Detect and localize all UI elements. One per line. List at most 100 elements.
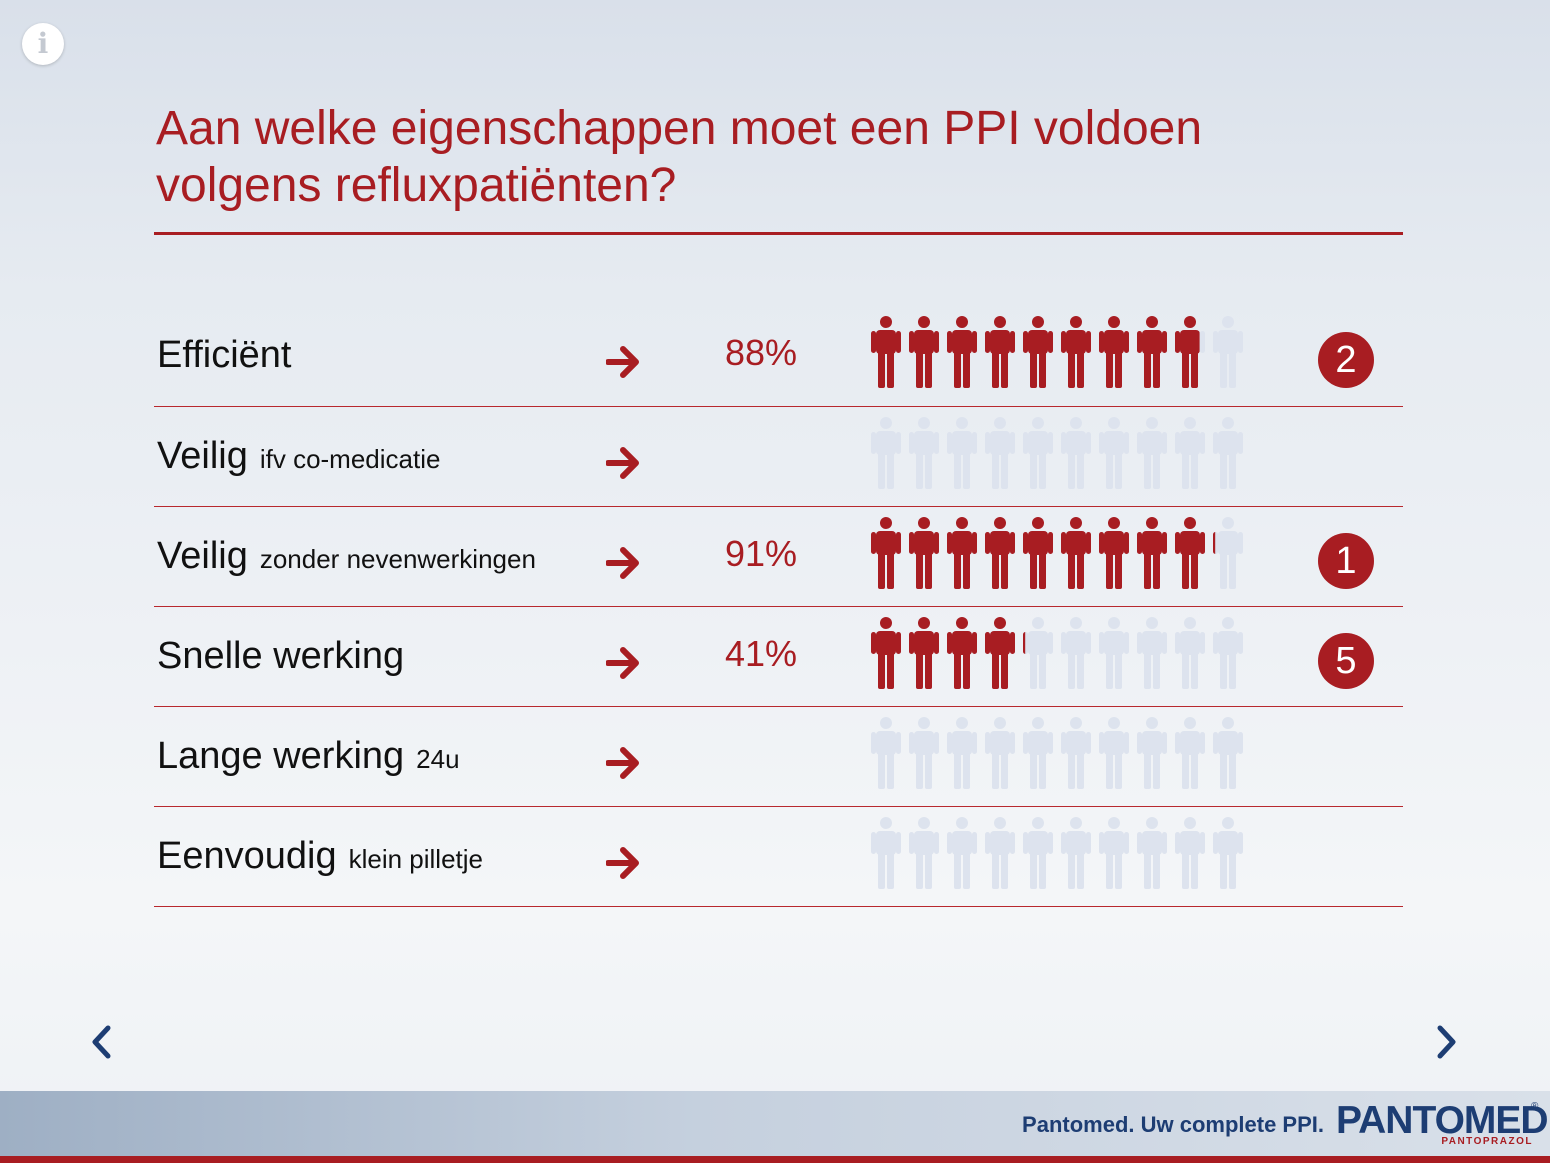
brand-registered-mark: ® <box>1531 1101 1539 1112</box>
person-icon <box>909 717 939 789</box>
brand-name: PANTOMED <box>1336 1099 1549 1142</box>
brand-logo: PANTOMED ® PANTOPRAZOL <box>1336 1099 1549 1151</box>
person-icon <box>985 417 1015 489</box>
person-icon <box>1175 617 1205 689</box>
person-icon <box>1061 517 1091 589</box>
person-icon <box>985 517 1015 589</box>
person-icon <box>1061 417 1091 489</box>
people-pictogram <box>871 817 1243 889</box>
people-pictogram <box>871 316 1243 388</box>
row-label-main: Veilig <box>157 435 248 477</box>
properties-list: Efficiënt 88% 2 Veilig ifv co-medicatie V… <box>154 306 1403 907</box>
row-label-sub: 24u <box>416 744 460 774</box>
list-item: Eenvoudig klein pilletje <box>154 807 1403 907</box>
rank-badge: 1 <box>1318 533 1374 589</box>
person-icon <box>871 517 901 589</box>
person-icon <box>985 717 1015 789</box>
page-title: Aan welke eigenschappen moet een PPI vol… <box>156 100 1396 214</box>
person-icon <box>1023 817 1053 889</box>
row-label: Lange werking 24u <box>157 735 460 778</box>
row-label-sub: klein pilletje <box>348 844 483 874</box>
person-icon <box>1099 517 1129 589</box>
person-icon <box>1023 517 1053 589</box>
people-pictogram <box>871 417 1243 489</box>
row-label-main: Snelle werking <box>157 635 405 677</box>
row-percentage: 88% <box>725 332 798 373</box>
person-icon <box>909 517 939 589</box>
person-icon <box>1213 517 1243 589</box>
person-icon <box>1137 717 1167 789</box>
row-label: Veilig ifv co-medicatie <box>157 435 440 478</box>
person-icon <box>1175 417 1205 489</box>
person-icon <box>1099 717 1129 789</box>
list-item: Veilig zonder nevenwerkingen 91% 1 <box>154 507 1403 607</box>
person-icon <box>1023 417 1053 489</box>
person-icon <box>871 717 901 789</box>
arrow-right-icon <box>606 346 639 378</box>
arrow-right-icon <box>606 747 639 779</box>
person-icon <box>1099 617 1129 689</box>
person-icon <box>1175 717 1205 789</box>
person-icon <box>871 617 901 689</box>
person-icon <box>871 417 901 489</box>
person-icon <box>909 417 939 489</box>
footer-accent-line <box>0 1156 1550 1163</box>
arrow-right-icon <box>606 547 639 579</box>
person-icon <box>1137 316 1167 388</box>
person-icon <box>909 817 939 889</box>
footer-tagline: Pantomed. Uw complete PPI. <box>1022 1112 1324 1137</box>
people-pictogram <box>871 717 1243 789</box>
chevron-right-icon[interactable] <box>1432 1022 1462 1062</box>
row-label-main: Lange werking <box>157 735 405 777</box>
list-item: Snelle werking 41% 5 <box>154 607 1403 707</box>
info-icon[interactable]: i <box>22 23 64 65</box>
person-icon <box>871 817 901 889</box>
row-label: Veilig zonder nevenwerkingen <box>157 535 536 578</box>
title-line-1: Aan welke eigenschappen moet een PPI vol… <box>156 102 1203 155</box>
arrow-right-icon <box>606 447 639 479</box>
row-label-main: Efficiënt <box>157 334 292 376</box>
title-divider <box>154 232 1403 235</box>
footer-bar: Pantomed. Uw complete PPI. PANTOMED ® PA… <box>0 1091 1550 1156</box>
person-icon <box>1213 617 1243 689</box>
row-label-sub: ifv co-medicatie <box>259 444 441 474</box>
person-icon <box>1213 316 1243 388</box>
person-icon <box>1023 717 1053 789</box>
person-icon <box>1213 417 1243 489</box>
person-icon <box>1137 817 1167 889</box>
person-icon <box>947 717 977 789</box>
row-percentage: 91% <box>725 533 798 574</box>
row-label-sub: zonder nevenwerkingen <box>259 544 536 574</box>
person-icon <box>1213 717 1243 789</box>
arrow-right-icon <box>606 647 639 679</box>
person-icon <box>1137 417 1167 489</box>
person-icon <box>1061 817 1091 889</box>
person-icon <box>985 316 1015 388</box>
person-icon <box>909 617 939 689</box>
person-icon <box>1137 517 1167 589</box>
person-icon <box>1023 316 1053 388</box>
person-icon <box>1061 717 1091 789</box>
row-percentage: 41% <box>725 633 798 674</box>
row-label: Efficiënt <box>157 334 303 377</box>
brand-subtitle: PANTOPRAZOL <box>1441 1136 1533 1147</box>
person-icon <box>1099 316 1129 388</box>
row-label-main: Eenvoudig <box>157 835 337 877</box>
person-icon <box>985 817 1015 889</box>
person-icon <box>1175 316 1205 388</box>
person-icon <box>985 617 1015 689</box>
person-icon <box>947 316 977 388</box>
person-icon <box>1061 617 1091 689</box>
row-label: Snelle werking <box>157 635 416 678</box>
person-icon <box>947 417 977 489</box>
chevron-left-icon[interactable] <box>86 1022 116 1062</box>
person-icon <box>947 617 977 689</box>
people-pictogram <box>871 517 1243 589</box>
row-label-main: Veilig <box>157 535 248 577</box>
person-icon <box>1099 417 1129 489</box>
person-icon <box>1023 617 1053 689</box>
list-item: Veilig ifv co-medicatie <box>154 407 1403 507</box>
person-icon <box>871 316 901 388</box>
person-icon <box>1137 617 1167 689</box>
person-icon <box>1099 817 1129 889</box>
